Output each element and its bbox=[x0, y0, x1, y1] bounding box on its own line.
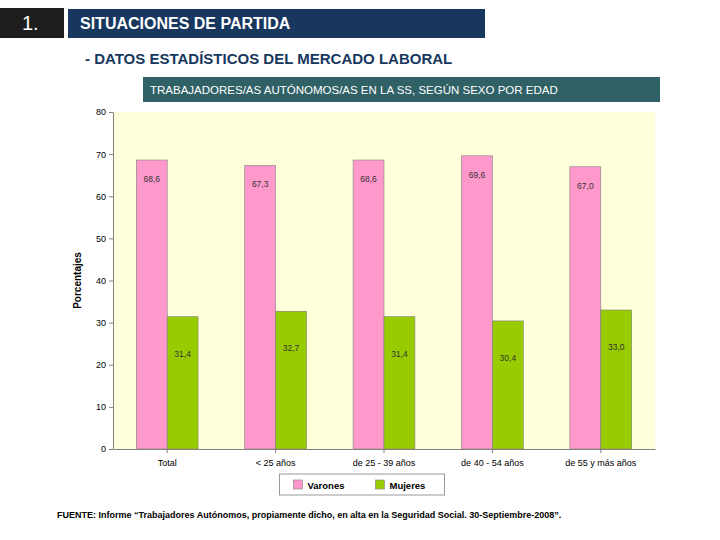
x-tick-mark bbox=[167, 449, 168, 453]
x-tick-label: de 25 - 39 años bbox=[353, 458, 416, 468]
section-title-box bbox=[68, 9, 485, 38]
data-label: 30,4 bbox=[500, 353, 517, 363]
bar bbox=[353, 160, 384, 449]
y-tick-mark bbox=[109, 238, 113, 239]
x-tick: de 40 - 54 años bbox=[461, 449, 524, 468]
x-tick-mark bbox=[384, 449, 385, 453]
y-tick: 50 bbox=[96, 234, 113, 244]
y-tick-mark bbox=[109, 407, 113, 408]
x-tick-mark bbox=[275, 449, 276, 453]
x-axis: Total < 25 años de 25 - 39 años de 40 - 54 … bbox=[114, 449, 656, 468]
data-label: 33,0 bbox=[608, 342, 625, 352]
y-tick: 70 bbox=[96, 150, 113, 160]
bar bbox=[384, 317, 415, 449]
y-tick-label: 10 bbox=[96, 402, 106, 412]
y-tick-mark bbox=[109, 196, 113, 197]
y-tick-mark bbox=[109, 449, 113, 450]
bar bbox=[136, 160, 167, 449]
bars bbox=[136, 156, 631, 449]
y-axis-title: Porcentajes bbox=[72, 252, 83, 309]
legend: Varones Mujeres bbox=[280, 474, 445, 495]
y-tick-label: 40 bbox=[96, 276, 106, 286]
x-tick-label: Total bbox=[158, 458, 177, 468]
plot-background bbox=[113, 112, 655, 449]
y-tick-mark bbox=[109, 154, 113, 155]
legend-swatch bbox=[376, 480, 385, 489]
section-title: SITUACIONES DE PARTIDA bbox=[80, 15, 291, 32]
y-tick-mark bbox=[109, 281, 113, 282]
y-tick-mark bbox=[109, 112, 113, 113]
y-tick: 40 bbox=[96, 276, 113, 286]
source-note: FUENTE: Informe “Trabajadores Autónomos,… bbox=[57, 510, 561, 520]
x-tick-label: de 40 - 54 años bbox=[461, 458, 524, 468]
y-tick: 20 bbox=[96, 360, 113, 370]
x-tick: de 25 - 39 años bbox=[353, 449, 416, 468]
bar bbox=[462, 156, 493, 449]
x-tick-label: < 25 años bbox=[256, 458, 296, 468]
x-tick-mark bbox=[600, 449, 601, 453]
bar bbox=[276, 311, 307, 449]
data-labels: 68,6 67,3 68,6 69,6 67,0 31,4 32,7 31,4 30,4 33,0 bbox=[143, 170, 624, 363]
section-subtitle: - DATOS ESTADÍSTICOS DEL MERCADO LABORAL bbox=[85, 50, 452, 67]
x-tick-label: de 55 y más años bbox=[565, 458, 637, 468]
data-label: 67,3 bbox=[252, 179, 269, 189]
x-tick: < 25 años bbox=[256, 449, 296, 468]
legend-box bbox=[280, 474, 445, 495]
bar bbox=[601, 310, 632, 449]
legend-label: Varones bbox=[308, 480, 345, 491]
y-tick: 30 bbox=[96, 318, 113, 328]
x-tick-mark bbox=[492, 449, 493, 453]
data-label: 69,6 bbox=[469, 170, 486, 180]
y-tick-label: 70 bbox=[96, 150, 106, 160]
chart-title: TRABAJADORES/AS AUTÓNOMOS/AS EN LA SS, S… bbox=[150, 84, 558, 96]
y-axis: 0 10 20 30 40 50 60 70 80 bbox=[96, 107, 114, 454]
section-number-box bbox=[0, 8, 64, 38]
y-tick-label: 20 bbox=[96, 360, 106, 370]
bar bbox=[245, 165, 276, 449]
data-label: 31,4 bbox=[174, 349, 191, 359]
data-label: 68,6 bbox=[360, 174, 377, 184]
y-tick: 10 bbox=[96, 402, 113, 412]
bar bbox=[492, 321, 523, 449]
bar bbox=[167, 317, 198, 449]
chart-title-box bbox=[143, 77, 660, 102]
y-tick-label: 60 bbox=[96, 192, 106, 202]
legend-label: Mujeres bbox=[390, 480, 426, 491]
data-label: 67,0 bbox=[577, 181, 594, 191]
page: 1. SITUACIONES DE PARTIDA - DATOS ESTADÍST… bbox=[0, 0, 720, 540]
y-tick-label: 50 bbox=[96, 234, 106, 244]
data-label: 68,6 bbox=[143, 174, 160, 184]
y-tick: 60 bbox=[96, 192, 113, 202]
y-tick: 80 bbox=[96, 107, 113, 117]
y-axis-line bbox=[113, 113, 114, 450]
x-tick: Total bbox=[158, 449, 177, 468]
x-tick: de 55 y más años bbox=[565, 449, 637, 468]
y-tick-label: 0 bbox=[101, 444, 106, 454]
y-tick: 0 bbox=[101, 444, 113, 454]
bar bbox=[570, 167, 601, 449]
data-label: 31,4 bbox=[391, 349, 408, 359]
y-tick-mark bbox=[109, 323, 113, 324]
y-tick-label: 80 bbox=[96, 107, 106, 117]
data-label: 32,7 bbox=[283, 343, 300, 353]
legend-swatch bbox=[294, 480, 303, 489]
section-number: 1. bbox=[22, 12, 39, 34]
y-tick-mark bbox=[109, 365, 113, 366]
y-tick-label: 30 bbox=[96, 318, 106, 328]
